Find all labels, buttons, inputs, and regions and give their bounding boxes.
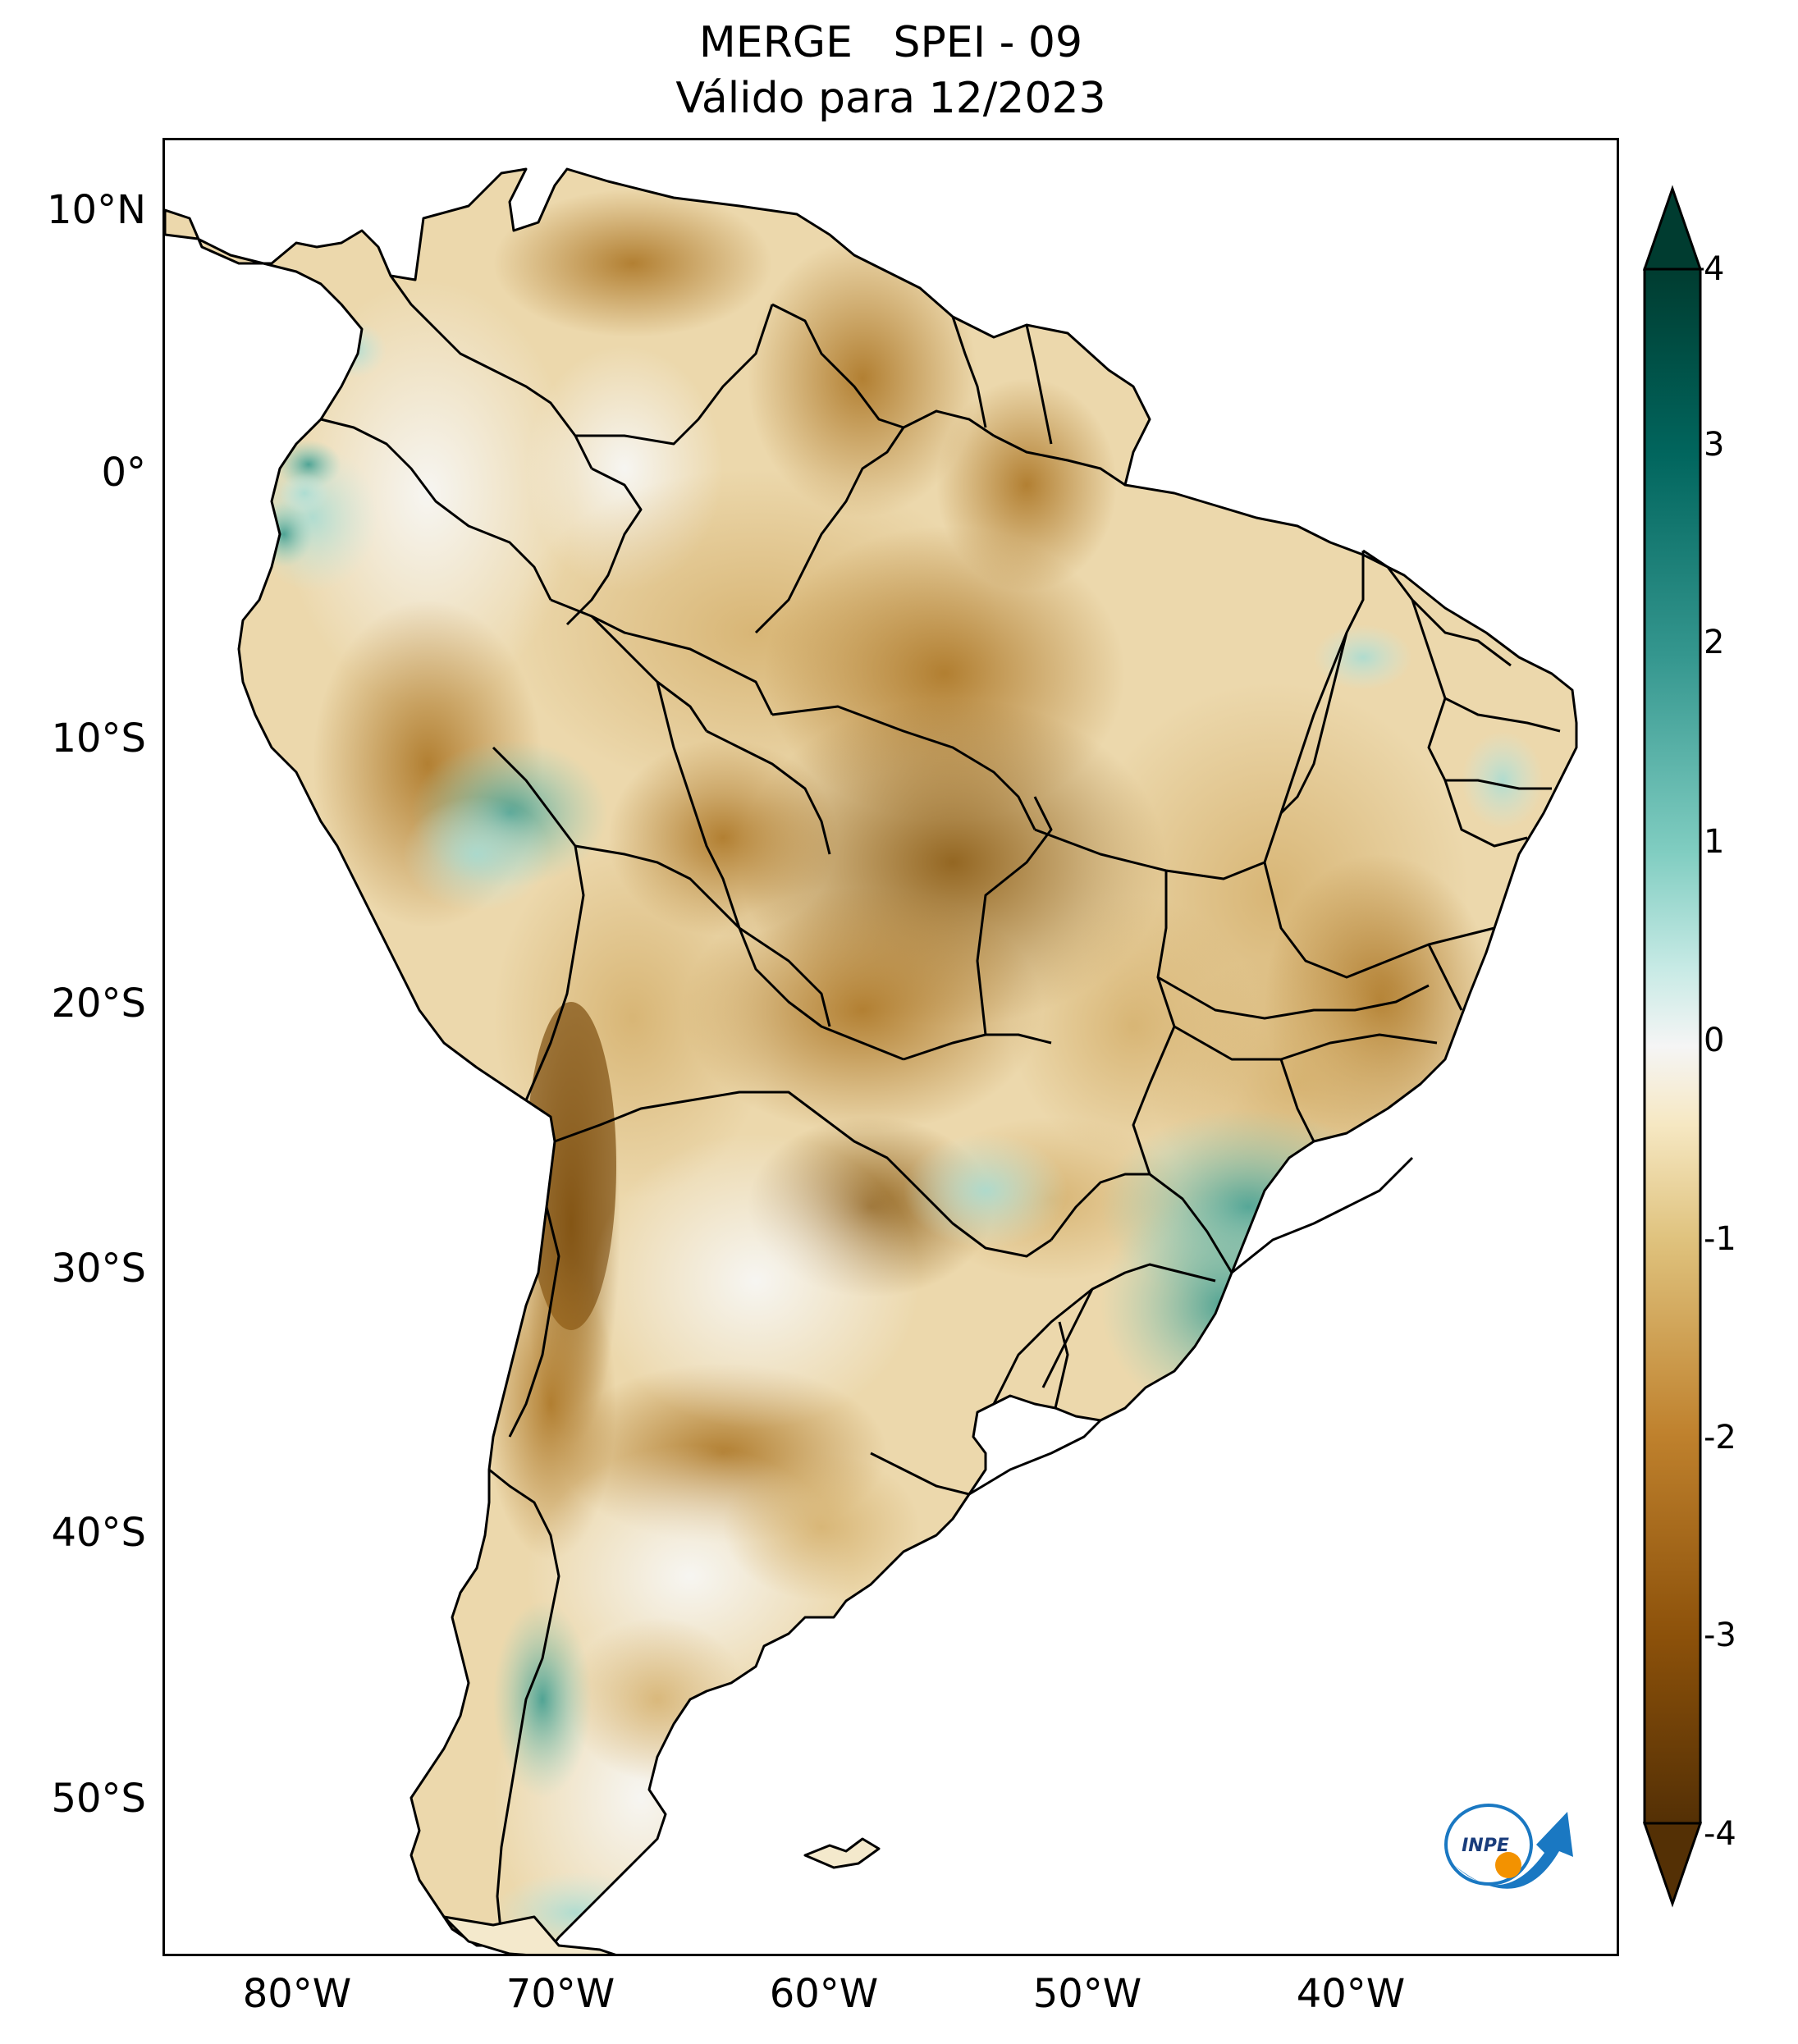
border-line	[1174, 1025, 1438, 1061]
border-line	[1054, 1321, 1069, 1409]
lat-label-20s: 20°S	[51, 981, 146, 1027]
colorbar-tick-4: 4	[1704, 250, 1725, 288]
colorbar	[1642, 185, 1704, 1908]
colorbar-tick-0: 0	[1704, 1022, 1725, 1059]
border-line	[1041, 1288, 1094, 1388]
spei-shading	[247, 190, 1544, 1954]
border-line	[389, 275, 593, 469]
border-line	[320, 418, 552, 601]
border-line	[771, 705, 1036, 830]
map-title: MERGE SPEI - 09	[698, 18, 1083, 67]
lon-label-70w: 70°W	[506, 1971, 615, 2017]
border-line	[951, 316, 987, 428]
border-line	[1263, 862, 1495, 979]
lat-label-50s: 50°S	[51, 1776, 146, 1822]
border-line	[739, 926, 831, 1027]
inpe-logo: INPE	[1444, 1804, 1573, 1889]
country-borders	[165, 167, 1578, 1954]
colorbar-tick-neg2: -2	[1704, 1419, 1736, 1456]
border-line	[992, 1263, 1216, 1405]
svg-text:INPE: INPE	[1462, 1836, 1509, 1856]
border-line	[1411, 599, 1561, 733]
colorbar-tick-neg3: -3	[1704, 1616, 1736, 1654]
border-line	[754, 427, 905, 634]
border-line	[993, 434, 1126, 487]
border-line	[1263, 551, 1365, 863]
lat-label-0: 0°	[101, 450, 146, 496]
colorbar-tick-3: 3	[1704, 426, 1725, 464]
border-line	[1025, 324, 1053, 445]
lon-label-40w: 40°W	[1296, 1971, 1406, 2017]
border-line	[1050, 1173, 1233, 1273]
border-line	[554, 1091, 1052, 1258]
colorbar-tick-1: 1	[1704, 823, 1725, 861]
lat-label-40s: 40°S	[51, 1510, 146, 1556]
border-line	[1443, 780, 1528, 848]
colorbar-tick-neg4: -4	[1704, 1815, 1736, 1853]
border-line	[1279, 632, 1348, 815]
colorbar-extend-bottom	[1642, 1822, 1703, 1908]
colorbar-extend-top	[1642, 185, 1703, 271]
border-line	[1231, 1156, 1414, 1274]
border-line	[492, 746, 585, 1101]
colorbar-gradient	[1645, 269, 1700, 1823]
border-line	[550, 598, 774, 716]
border-line	[771, 303, 995, 437]
coastline	[165, 167, 1578, 1954]
south-america-map	[165, 167, 1578, 1954]
border-line	[870, 1452, 970, 1496]
border-line	[565, 467, 643, 626]
lat-label-10s: 10°S	[51, 716, 146, 761]
map-subtitle: Válido para 12/2023	[675, 74, 1106, 123]
lon-label-50w: 50°W	[1032, 1971, 1142, 2017]
colorbar-tick-2: 2	[1704, 624, 1725, 661]
colorbar-tick-neg1: -1	[1704, 1220, 1736, 1258]
lat-label-10n: 10°N	[47, 187, 146, 233]
border-line	[968, 1419, 1102, 1496]
border-line	[508, 1206, 560, 1438]
border-line	[976, 796, 1053, 1036]
border-line	[706, 729, 831, 855]
map-area	[162, 138, 1619, 1956]
lon-label-80w: 80°W	[242, 1971, 352, 2017]
tierra-del-fuego	[442, 1915, 616, 1954]
lon-label-60w: 60°W	[769, 1971, 879, 2017]
border-line	[1427, 944, 1463, 1011]
lat-label-30s: 30°S	[51, 1246, 146, 1292]
border-line	[1157, 976, 1430, 1020]
falkland-islands	[803, 1837, 881, 1869]
border-line	[1362, 549, 1512, 667]
border-line	[488, 1468, 560, 1938]
border-line	[1427, 697, 1552, 790]
border-line	[575, 304, 774, 446]
border-line	[574, 844, 741, 930]
border-line	[1279, 1059, 1315, 1142]
